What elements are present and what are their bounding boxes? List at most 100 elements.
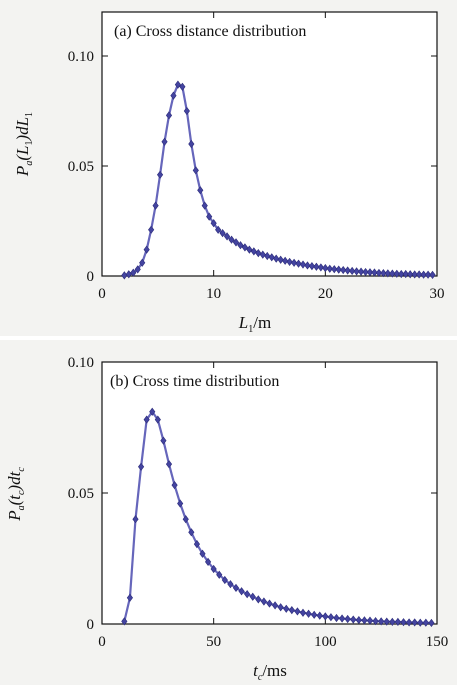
chart-title-b: (b) Cross time distribution <box>110 373 279 390</box>
data-point-a <box>215 225 222 234</box>
x-tick-label-a: 0 <box>98 286 106 302</box>
data-point-a <box>429 270 436 280</box>
data-point-b <box>221 575 228 585</box>
data-point-b <box>283 604 290 613</box>
data-point-b <box>400 618 407 627</box>
data-point-a <box>389 269 396 278</box>
y-tick-label-b: 0 <box>87 617 95 633</box>
series-a <box>121 80 436 280</box>
y-tick-label-a: 0.05 <box>68 159 94 175</box>
data-point-a <box>161 137 168 146</box>
data-point-a <box>380 269 387 278</box>
data-point-a <box>268 253 275 262</box>
data-point-b <box>417 618 424 627</box>
data-point-b <box>299 608 307 617</box>
data-point-b <box>238 587 245 596</box>
data-point-a <box>206 212 213 221</box>
data-point-b <box>372 617 379 626</box>
x-axis-label-a: L1/m <box>238 313 271 335</box>
data-point-b <box>277 603 284 612</box>
data-point-a <box>232 238 240 247</box>
data-point-b <box>216 570 223 579</box>
data-point-a <box>407 270 414 279</box>
data-point-a <box>273 254 280 263</box>
data-point-b <box>316 611 323 620</box>
data-point-b <box>288 606 295 615</box>
data-point-b <box>260 597 267 606</box>
data-point-a <box>371 268 378 277</box>
data-point-a <box>398 269 405 279</box>
data-point-a <box>313 262 320 271</box>
data-point-a <box>331 265 338 274</box>
data-point-a <box>362 267 369 277</box>
data-point-b <box>249 592 256 601</box>
data-point-a <box>130 268 137 277</box>
data-point-b <box>327 613 334 622</box>
data-point-a <box>366 268 374 277</box>
x-tick-label-a: 10 <box>206 286 221 302</box>
data-point-a <box>295 259 302 268</box>
data-point-a <box>411 270 418 279</box>
data-point-b <box>272 601 279 610</box>
chart-title-a: (a) Cross distance distribution <box>114 23 306 40</box>
data-point-a <box>416 270 423 279</box>
data-point-b <box>232 583 240 592</box>
data-point-b <box>378 617 385 626</box>
data-point-a <box>246 245 253 254</box>
data-point-b <box>305 609 312 618</box>
data-point-b <box>121 617 128 626</box>
data-point-b <box>205 557 212 567</box>
data-point-a <box>264 251 271 261</box>
data-point-b <box>171 481 178 490</box>
data-point-b <box>406 618 413 627</box>
data-point-a <box>255 249 262 258</box>
x-axis-label-b: tc/ms <box>253 661 287 683</box>
data-point-a <box>326 264 333 273</box>
data-point-b <box>311 610 318 619</box>
data-point-a <box>393 269 400 278</box>
y-tick-label-b: 0.05 <box>68 486 94 502</box>
x-tick-label-a: 20 <box>318 286 333 302</box>
data-point-a <box>210 219 217 228</box>
y-axis-label-b: Pa(tc)dtc <box>5 467 27 522</box>
data-point-a <box>237 241 244 250</box>
data-point-a <box>317 263 324 272</box>
data-point-a <box>375 268 383 278</box>
x-tick-label-b: 0 <box>98 634 106 650</box>
data-point-b <box>182 515 189 524</box>
data-point-b <box>199 549 206 558</box>
data-point-a <box>335 265 342 274</box>
data-point-b <box>333 613 340 623</box>
data-point-a <box>349 266 356 276</box>
data-point-a <box>357 267 365 276</box>
data-point-b <box>227 580 234 589</box>
data-point-b <box>361 616 368 625</box>
data-point-b <box>143 415 150 424</box>
data-point-a <box>192 166 199 175</box>
data-point-b <box>355 615 362 625</box>
data-point-a <box>340 265 347 275</box>
chart-panel-b: (b) Cross time distribution 0 50 100 150 0 0.… <box>0 340 457 685</box>
data-point-b <box>383 617 390 626</box>
data-point-b <box>244 590 251 599</box>
data-point-a <box>304 261 311 270</box>
y-axis-label-a: Pa(L1)dL1 <box>13 112 35 177</box>
series-b <box>121 407 435 628</box>
x-tick-label-a: 30 <box>430 286 445 302</box>
y-tick-label-a: 0.10 <box>68 49 94 65</box>
data-point-b <box>255 595 262 604</box>
data-point-a <box>228 235 235 244</box>
data-point-b <box>411 618 418 627</box>
data-point-b <box>428 618 435 628</box>
data-point-b <box>366 616 374 625</box>
data-point-a <box>165 111 173 120</box>
x-tick-label-b: 50 <box>206 634 221 650</box>
data-point-b <box>210 564 217 574</box>
data-point-b <box>193 539 200 549</box>
data-point-a <box>286 257 293 267</box>
data-point-a <box>219 228 226 238</box>
data-point-a <box>174 80 182 89</box>
data-point-b <box>394 617 401 627</box>
y-tick-label-a: 0 <box>87 269 95 285</box>
